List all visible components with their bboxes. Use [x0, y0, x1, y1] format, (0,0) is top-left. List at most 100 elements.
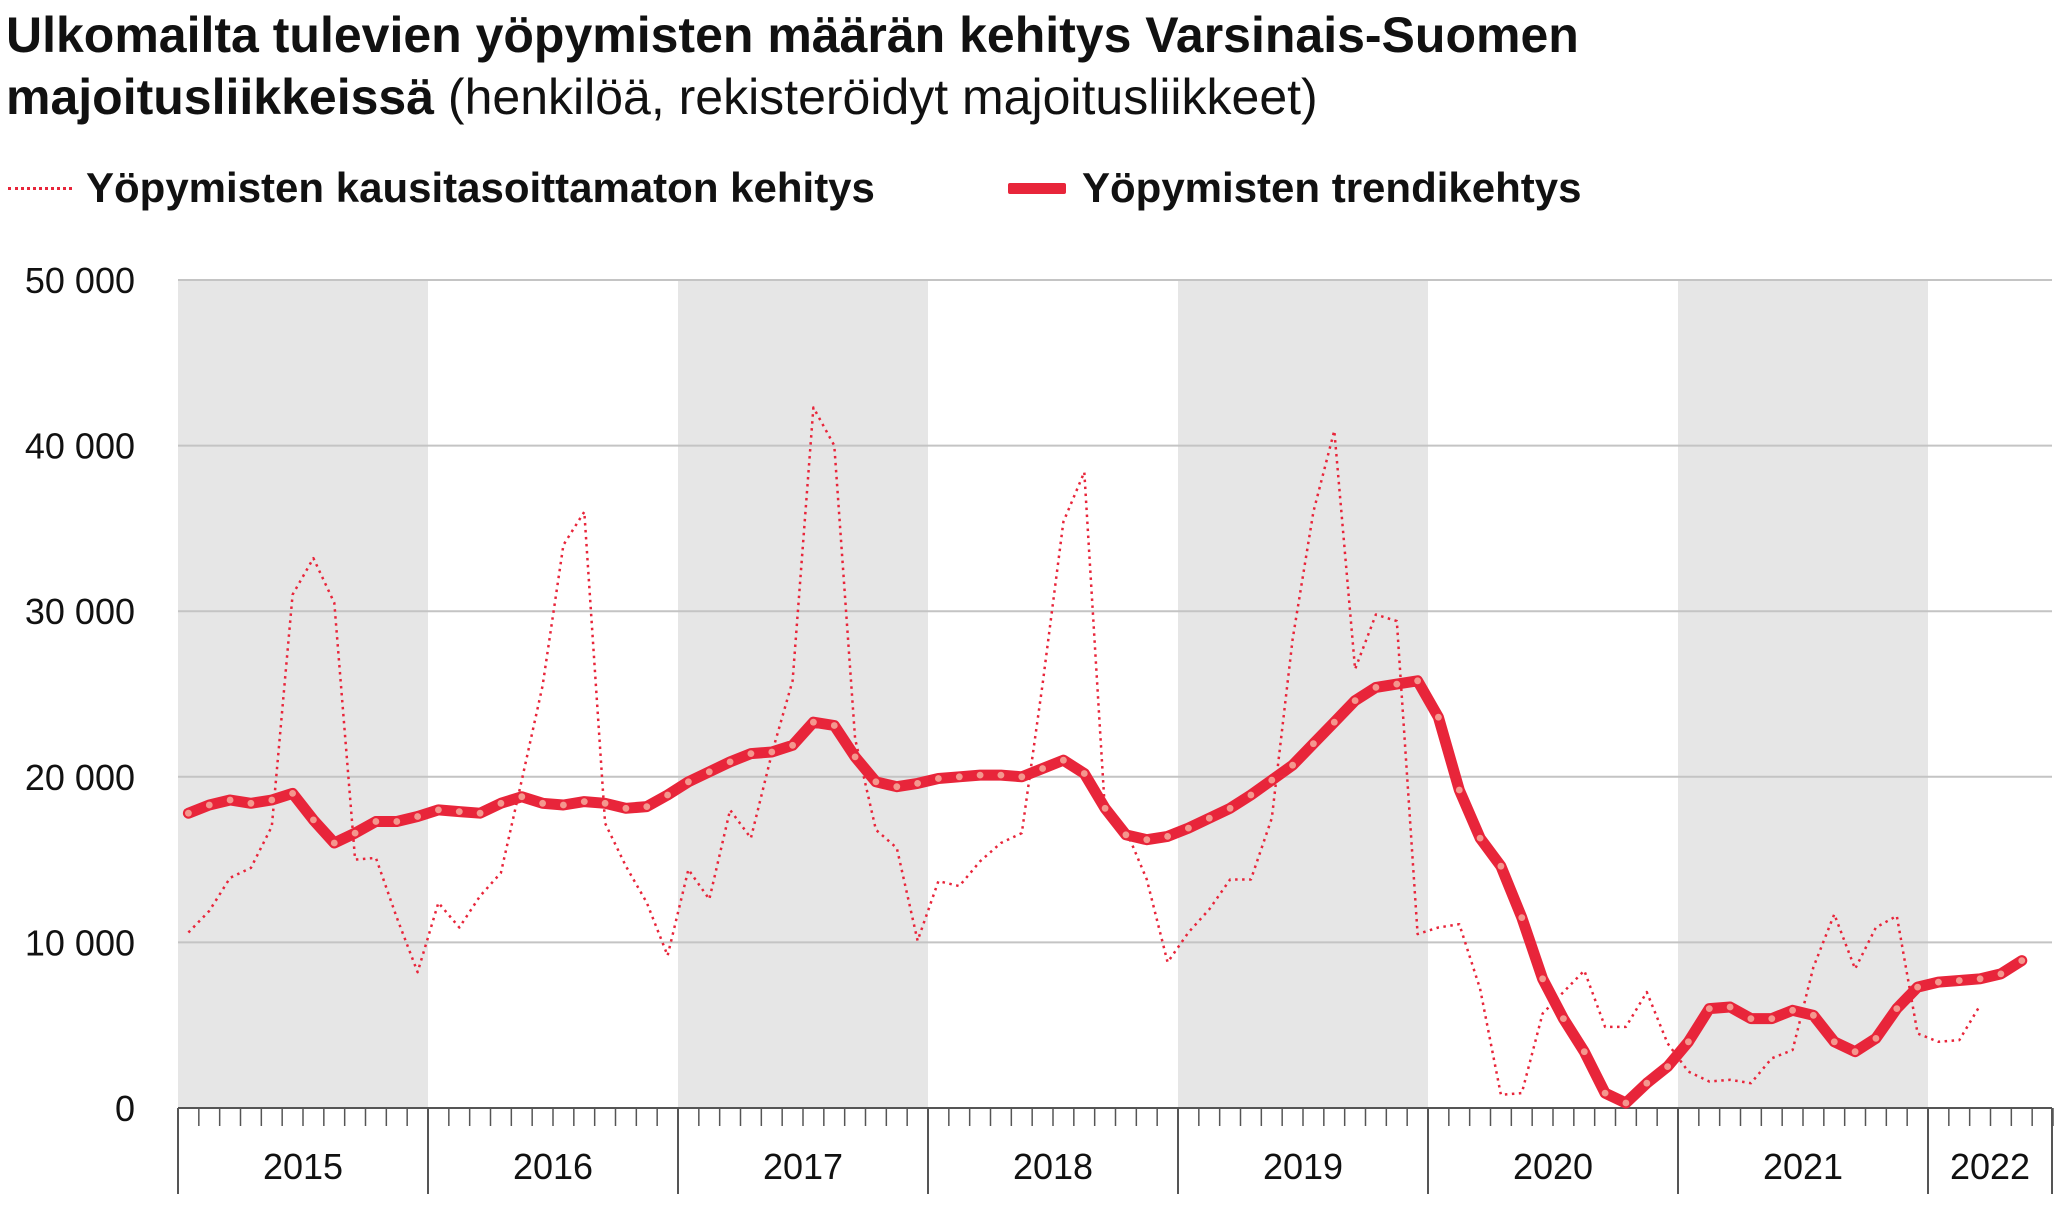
trend-point [685, 778, 692, 786]
chart-subtitle: (henkilöä, rekisteröidyt majoitusliikkee… [447, 69, 1318, 125]
trend-point [1247, 791, 1255, 799]
trend-point [664, 791, 671, 799]
trend-point [726, 758, 734, 766]
trend-point [1372, 684, 1380, 691]
year-band-2017 [678, 280, 928, 1108]
trend-point [393, 818, 401, 825]
y-axis: 0 10 000 20 000 30 000 40 000 50 000 [25, 260, 135, 1129]
trend-point [1080, 770, 1088, 777]
trend-point [893, 783, 901, 791]
trend-point [622, 804, 630, 812]
y-tick-label: 50 000 [25, 260, 135, 301]
trend-point [1060, 756, 1067, 764]
trend-point [1518, 914, 1526, 921]
trend-point [1851, 1048, 1859, 1056]
trend-point [1955, 977, 1963, 984]
trend-point [1872, 1035, 1880, 1042]
trend-point [560, 801, 567, 809]
trend-point [1705, 1005, 1713, 1012]
trend-point [1435, 713, 1442, 721]
trend-point [1664, 1063, 1671, 1070]
trend-point [851, 753, 859, 761]
x-tick-label-2016: 2016 [513, 1146, 593, 1187]
trend-point [1101, 804, 1109, 812]
trend-point [455, 808, 463, 815]
trend-point [476, 809, 484, 817]
trend-point [1289, 761, 1296, 769]
trend-point [1726, 1003, 1734, 1011]
trend-point [1185, 824, 1192, 832]
x-tick-label-2019: 2019 [1263, 1146, 1343, 1187]
trend-point [935, 775, 942, 782]
trend-point [768, 748, 776, 756]
trend-point [1914, 983, 1921, 991]
trend-point [1268, 776, 1276, 784]
trend-point [914, 780, 921, 787]
y-tick-label: 10 000 [25, 922, 135, 963]
year-band-2021 [1678, 280, 1928, 1108]
y-tick-label: 20 000 [25, 757, 135, 798]
trend-point [1039, 765, 1046, 772]
trend-point [830, 722, 838, 729]
year-bands [178, 280, 1928, 1108]
trend-point [414, 813, 421, 820]
trend-point [351, 829, 359, 837]
trend-point [1643, 1079, 1651, 1087]
trend-point [601, 799, 609, 807]
x-tick-label-2018: 2018 [1013, 1146, 1093, 1187]
trend-point [2018, 957, 2026, 964]
trend-point [1935, 978, 1942, 986]
x-tick-label-2021: 2021 [1763, 1146, 1843, 1187]
trend-point [997, 771, 1005, 779]
trend-point [539, 799, 546, 807]
title-line-2: majoitusliikkeissä (henkilöä, rekisteröi… [6, 66, 2046, 128]
trend-point [976, 771, 984, 779]
trend-point [789, 741, 796, 749]
legend-label-trend: Yöpymisten trendikehtys [1082, 164, 1582, 211]
year-band-2015 [178, 280, 428, 1108]
trend-point [518, 793, 526, 801]
series-layer [182, 406, 2028, 1109]
legend-label-raw: Yöpymisten kausitasoittamaton kehitys [86, 164, 875, 211]
trend-point [643, 803, 651, 810]
x-tick-label-2020: 2020 [1513, 1146, 1593, 1187]
trend-point [1622, 1099, 1630, 1107]
trend-point [310, 816, 317, 824]
legend-item-trend: Yöpymisten trendikehtys [1008, 158, 1581, 218]
trend-point [872, 778, 880, 786]
trend-point [1685, 1038, 1692, 1046]
trend-point [226, 796, 234, 804]
legend-item-raw: Yöpymisten kausitasoittamaton kehitys [8, 158, 875, 218]
trend-point [1164, 833, 1171, 840]
trend-point [372, 818, 380, 825]
trend-point [1601, 1089, 1609, 1097]
trend-point [955, 773, 963, 781]
x-axis: 2015 2016 2017 2018 2019 2020 2021 2022 [177, 1107, 2054, 1194]
x-tick-label-2022: 2022 [1950, 1146, 2030, 1187]
trend-point [1997, 970, 2005, 978]
trend-point [1560, 1015, 1567, 1022]
trend-point [185, 809, 192, 817]
trend-point [810, 718, 817, 726]
trend-point [1789, 1006, 1796, 1014]
trend-point [1143, 836, 1151, 844]
trend-point [247, 799, 255, 807]
year-band-2019 [1178, 280, 1428, 1108]
legend-swatch-solid [1008, 182, 1066, 194]
gridlines [178, 279, 2052, 944]
trend-point [497, 799, 505, 807]
trend-point [205, 801, 213, 809]
title-bold-part: majoitusliikkeissä [6, 69, 435, 125]
trend-point [1226, 804, 1234, 812]
series-line-raw [187, 406, 1982, 1097]
trend-point [268, 796, 276, 804]
trend-point [1476, 834, 1484, 842]
trend-point [435, 806, 442, 814]
x-tick-label-2017: 2017 [763, 1146, 843, 1187]
trend-point [1810, 1011, 1817, 1019]
trend-point [1830, 1038, 1838, 1046]
trend-point [289, 790, 296, 797]
trend-point [1351, 697, 1359, 704]
trend-point [1414, 677, 1421, 685]
